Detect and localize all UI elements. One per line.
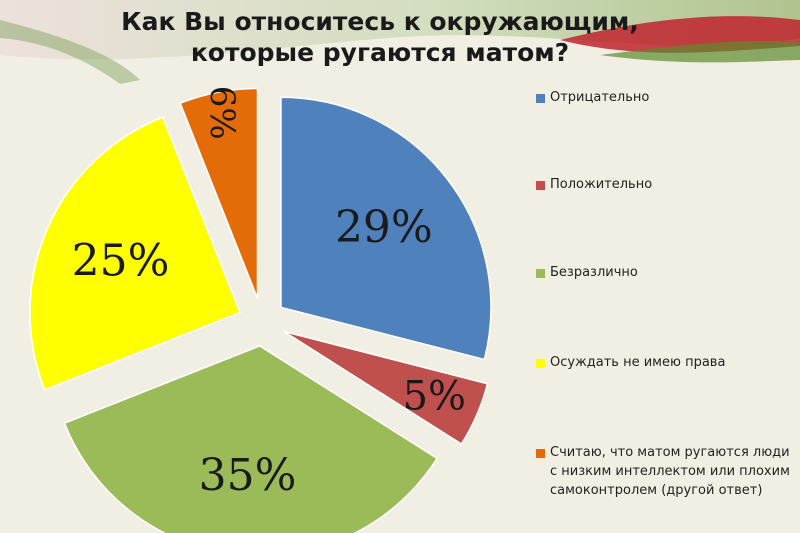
pie-slice	[280, 96, 492, 361]
legend-swatch	[536, 94, 545, 103]
legend-label: Отрицательно	[550, 90, 650, 105]
chart-title-line2: которые ругаются матом?	[190, 38, 570, 67]
legend-swatch	[536, 181, 545, 190]
pie-slice	[29, 116, 241, 391]
legend-swatch	[536, 449, 545, 458]
pie-slice	[179, 87, 259, 299]
chart-title: Как Вы относитесь к окружающим, которые …	[40, 6, 720, 68]
slice-data-label: 25%	[72, 235, 170, 286]
legend-swatch	[536, 269, 545, 278]
legend-label: Считаю, что матом ругаются люди с низким…	[550, 445, 790, 498]
slice-data-label: 35%	[199, 450, 297, 501]
pie-slice	[283, 330, 489, 446]
legend-label: Осуждать не имею права	[550, 355, 726, 370]
slice-data-label: 6%	[202, 86, 242, 140]
legend-swatch	[536, 359, 545, 368]
legend-label: Положительно	[550, 177, 653, 192]
pie-slice	[63, 345, 439, 533]
chart-title-line1: Как Вы относитесь к окружающим,	[121, 7, 639, 36]
slice-data-label: 5%	[403, 374, 466, 420]
slice-data-label: 29%	[335, 202, 433, 253]
legend-label: Безразлично	[550, 265, 638, 280]
